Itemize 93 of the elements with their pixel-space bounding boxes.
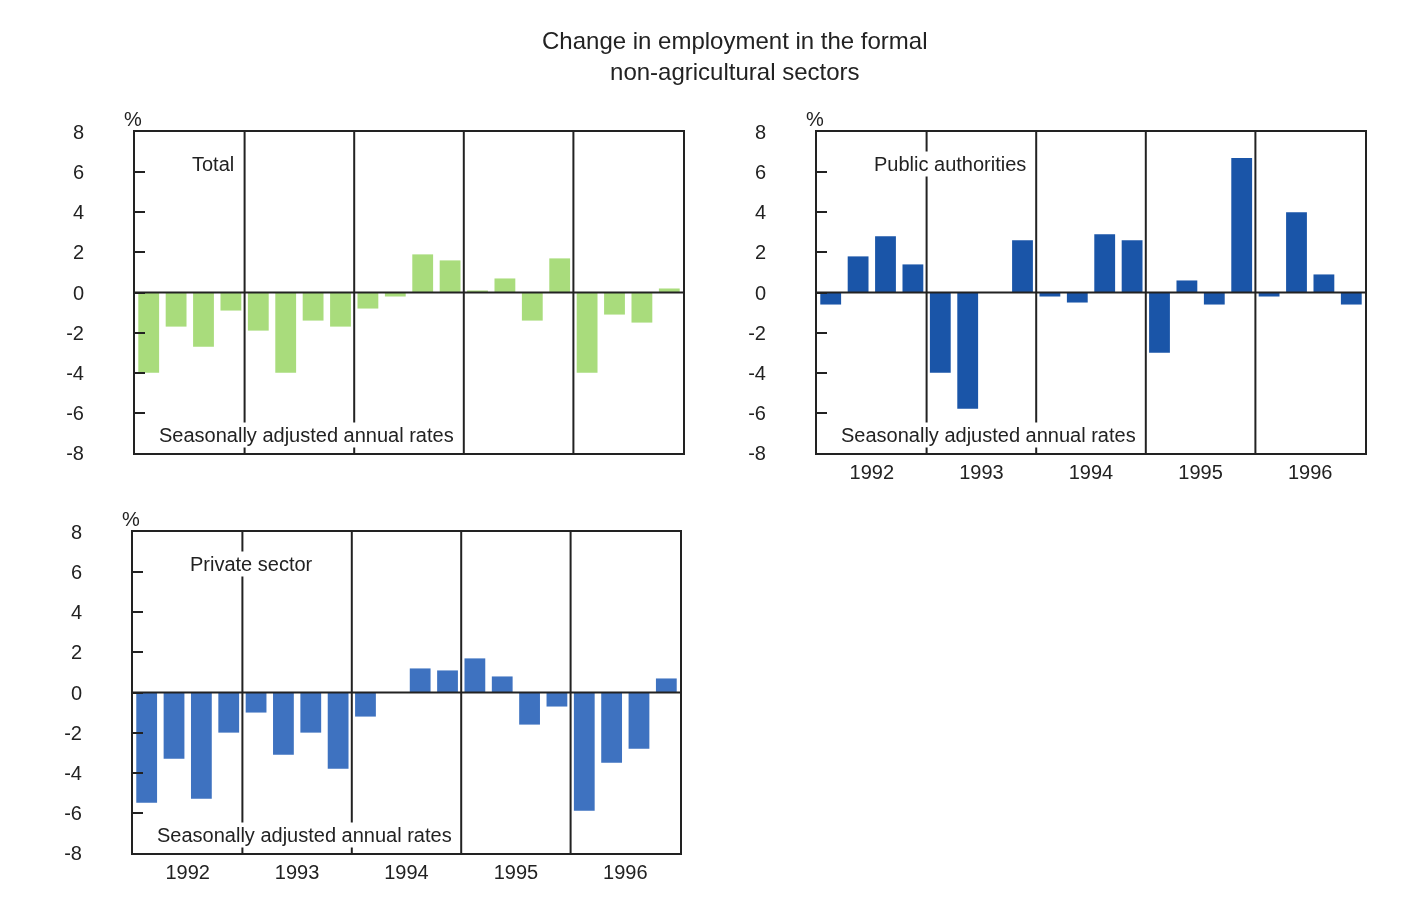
bar xyxy=(1094,234,1116,293)
bar xyxy=(273,692,294,755)
y-tick-label: -2 xyxy=(64,721,82,744)
bar xyxy=(302,292,324,321)
y-tick-label: -8 xyxy=(64,842,82,864)
y-tick-label: -4 xyxy=(748,361,766,384)
x-tick-label: 1995 xyxy=(1178,461,1223,483)
bar xyxy=(275,292,297,373)
text: Total xyxy=(192,153,235,175)
y-tick-label: 6 xyxy=(72,161,84,184)
bar xyxy=(247,292,269,331)
bar xyxy=(655,678,677,693)
y-tick-label: -4 xyxy=(66,361,84,384)
y-tick-label: 0 xyxy=(72,281,84,304)
x-tick-label: 1992 xyxy=(165,861,210,883)
bar xyxy=(1231,158,1253,293)
y-tick-label: -6 xyxy=(64,801,82,824)
bar xyxy=(491,676,513,693)
text: Private sector xyxy=(190,553,313,575)
bar xyxy=(601,692,623,763)
y-tick-label: 6 xyxy=(754,161,766,184)
y-tick-label: 4 xyxy=(754,201,766,224)
y-tick-label: -2 xyxy=(66,321,84,344)
bar xyxy=(437,670,458,693)
bar xyxy=(327,692,349,769)
bar xyxy=(1149,292,1170,353)
bar xyxy=(576,292,598,373)
bar xyxy=(573,692,595,811)
bar xyxy=(604,292,625,315)
annotation: Seasonally adjusted annual rates xyxy=(159,424,454,446)
bar xyxy=(549,258,571,293)
y-tick-label: 4 xyxy=(70,601,82,624)
bar xyxy=(519,692,540,725)
bar xyxy=(218,692,240,733)
x-tick-label: 1995 xyxy=(493,861,539,883)
bar xyxy=(521,292,543,321)
bar xyxy=(1176,280,1198,293)
y-tick-label: 0 xyxy=(70,681,82,704)
bar xyxy=(136,692,158,803)
bar xyxy=(190,692,212,799)
bar xyxy=(929,292,951,373)
y-tick-label: 8 xyxy=(754,121,766,143)
bar xyxy=(355,692,376,717)
x-tick-label: 1996 xyxy=(1287,461,1333,483)
bar xyxy=(1121,240,1143,293)
y-tick-label: -6 xyxy=(66,401,84,424)
y-tick-label: -6 xyxy=(748,401,766,424)
bar xyxy=(409,668,431,693)
y-axis-title: % xyxy=(124,108,142,130)
bar xyxy=(163,692,185,759)
x-tick-label: 1996 xyxy=(603,861,648,883)
bar xyxy=(875,236,896,293)
x-tick-label: 1994 xyxy=(384,861,429,883)
bar xyxy=(628,692,650,749)
y-tick-label: -4 xyxy=(64,761,82,784)
y-tick-label: 2 xyxy=(754,241,766,264)
x-tick-label: 1993 xyxy=(959,461,1004,483)
x-tick-label: 1992 xyxy=(849,461,895,483)
y-tick-label: -2 xyxy=(748,321,766,344)
annotation: Seasonally adjusted annual rates xyxy=(157,824,452,846)
x-tick-label: 1994 xyxy=(1068,461,1114,483)
bar xyxy=(464,658,486,693)
bar xyxy=(902,264,924,293)
y-axis-title: % xyxy=(806,108,824,130)
annotation: Seasonally adjusted annual rates xyxy=(841,424,1136,446)
x-tick-label: 1993 xyxy=(274,861,320,883)
bar xyxy=(330,292,351,327)
bar xyxy=(138,292,160,373)
bar xyxy=(193,292,214,347)
bar xyxy=(847,256,869,293)
y-tick-label: 2 xyxy=(72,241,84,264)
bar xyxy=(1313,274,1335,293)
bar xyxy=(1286,212,1307,293)
text: Public authorities xyxy=(874,153,1027,175)
bar xyxy=(300,692,322,733)
bar xyxy=(439,260,461,293)
text: Change in employment in the formal non-agricultural sectors xyxy=(542,27,928,86)
y-tick-label: -8 xyxy=(748,442,766,464)
bar xyxy=(494,278,516,293)
y-tick-label: 6 xyxy=(70,561,82,584)
y-tick-label: 2 xyxy=(70,641,82,664)
bar xyxy=(412,254,434,293)
y-tick-label: 4 xyxy=(72,201,84,224)
bar xyxy=(957,292,979,409)
y-axis-title: % xyxy=(122,508,140,530)
bar xyxy=(245,692,267,713)
y-tick-label: -8 xyxy=(66,442,84,464)
bar xyxy=(1012,240,1033,293)
y-tick-label: 8 xyxy=(72,121,84,143)
y-tick-label: 0 xyxy=(754,281,766,304)
bar xyxy=(631,292,653,323)
y-tick-label: 8 xyxy=(70,521,82,543)
bar xyxy=(165,292,187,327)
